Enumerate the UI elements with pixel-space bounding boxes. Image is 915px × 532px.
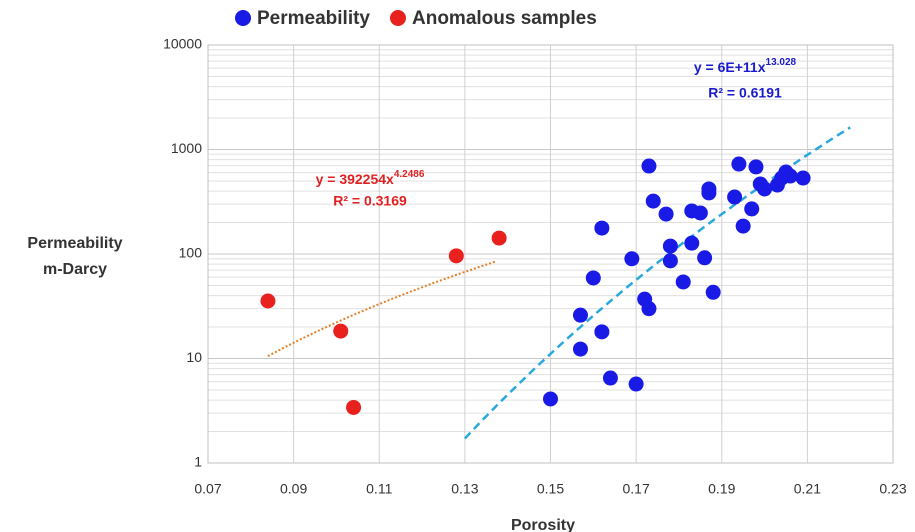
x-tick-label: 0.21 [794,481,821,497]
point [543,391,558,407]
x-tick-label: 0.09 [280,481,307,497]
point [346,399,362,415]
point [701,185,717,201]
point [628,376,644,392]
point [594,324,610,340]
point [491,230,507,246]
equation-exponent: 4.2486 [394,169,425,180]
y-tick-label: 10 [186,349,202,365]
legend-marker [390,10,406,26]
point [594,220,610,236]
plot-border [207,44,894,464]
point [572,307,588,323]
y-tick-label: 1000 [171,140,202,156]
trendline-r2: R² = 0.3169 [333,193,407,209]
point [641,301,657,317]
trendline-equation: y = 392254x4.2486 [316,169,425,187]
trendline [267,260,496,357]
point [782,168,798,184]
x-axis-label: Porosity [511,517,575,532]
point [641,158,657,174]
point [662,238,678,254]
point [624,251,640,267]
point [585,270,601,286]
point [727,189,743,205]
x-tick-label: 0.19 [708,481,735,497]
y-axis-label: m-Darcy [43,261,107,278]
point [744,201,760,217]
point [735,218,751,234]
x-tick-label: 0.13 [451,481,478,497]
point [572,341,588,357]
trendline-r2: R² = 0.6191 [708,85,782,101]
y-tick-label: 1 [194,454,202,470]
x-tick-label: 0.07 [194,481,221,497]
point [731,156,747,172]
y-tick-label: 10000 [163,36,202,52]
point [675,274,691,290]
legend-marker [235,10,251,26]
point [645,193,661,209]
point [748,159,764,175]
point [757,181,773,197]
equation-text: y = 6E+11x [694,59,766,75]
x-tick-label: 0.15 [537,481,564,497]
point [697,250,713,266]
trendline-equation: y = 6E+11x13.028 [694,57,797,75]
point [658,206,674,222]
point [333,323,349,339]
legend-label: Permeability [257,8,370,29]
point [795,170,811,186]
equation-exponent: 13.028 [766,57,797,68]
point [260,293,276,309]
x-tick-label: 0.17 [623,481,650,497]
x-tick-label: 0.23 [879,481,906,497]
y-tick-label: 100 [179,245,203,261]
point [662,253,678,269]
y-axis-label: Permeability [27,235,122,252]
point [602,370,618,386]
legend-label: Anomalous samples [412,8,597,29]
equation-text: y = 392254x [316,171,394,187]
point [684,235,700,251]
point [448,248,464,264]
point [705,284,721,300]
x-tick-label: 0.11 [366,481,392,497]
point [692,205,708,221]
